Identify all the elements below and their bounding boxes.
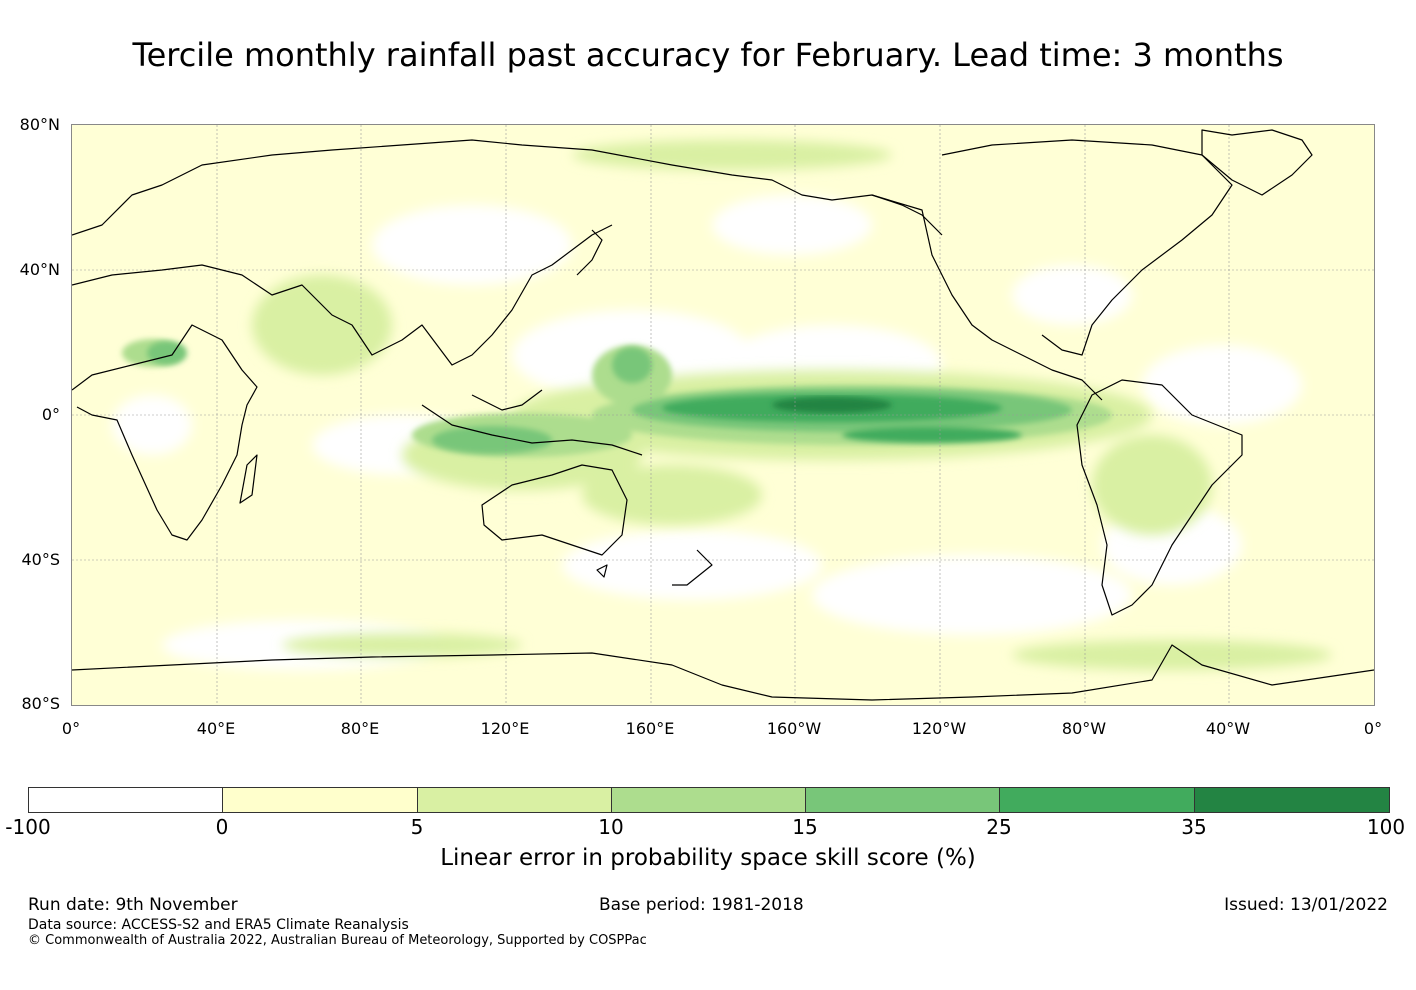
colorbar-segment-15-25 <box>806 788 1001 812</box>
skill-map-canvas <box>72 125 1374 705</box>
lon-label-0-right: 0° <box>1363 719 1383 738</box>
lat-label-40s: 40°S <box>21 550 60 569</box>
colorbar-tick: 15 <box>792 815 818 839</box>
graticule <box>72 125 1374 705</box>
colorbar-tick: -100 <box>5 815 51 839</box>
lon-label-120e: 120°E <box>480 719 530 738</box>
skill-35-100-areas <box>772 397 892 413</box>
lon-label-40e: 40°E <box>196 719 236 738</box>
lon-label-40w: 40°W <box>1205 719 1251 738</box>
colorbar-tick: 100 <box>1366 815 1406 839</box>
lon-label-80w: 80°W <box>1061 719 1107 738</box>
issued-date: Issued: 13/01/2022 <box>1224 895 1388 915</box>
lon-label-0-left: 0° <box>61 719 81 738</box>
lon-label-120w: 120°W <box>911 719 967 738</box>
base-period: Base period: 1981-2018 <box>599 895 804 915</box>
coastlines <box>72 129 1374 701</box>
copyright: © Commonwealth of Australia 2022, Austra… <box>28 933 647 948</box>
colorbar-segment-10-15 <box>611 788 807 812</box>
negative-skill-patches <box>112 195 1302 670</box>
colorbar-segment-25-35 <box>1000 788 1195 812</box>
colorbar <box>28 787 1390 813</box>
colorbar-label: Linear error in probability space skill … <box>440 845 976 871</box>
lat-label-80n: 80°N <box>19 115 60 134</box>
colorbar-tick: 10 <box>598 815 624 839</box>
colorbar-segment-35-100 <box>1194 788 1389 812</box>
lat-label-equator: 0° <box>41 405 60 424</box>
colorbar-segment-5-10 <box>417 788 612 812</box>
lon-label-160w: 160°W <box>766 719 822 738</box>
skill-map <box>71 124 1375 706</box>
colorbar-tick: 35 <box>1181 815 1207 839</box>
map-title: Tercile monthly rainfall past accuracy f… <box>132 36 1284 74</box>
lat-label-40n: 40°N <box>19 260 60 279</box>
lon-label-80e: 80°E <box>340 719 380 738</box>
colorbar-tick: 25 <box>986 815 1012 839</box>
colorbar-segment-0-5 <box>223 788 418 812</box>
lat-label-80s: 80°S <box>21 694 60 713</box>
colorbar-segment-neg100-0 <box>29 788 224 812</box>
colorbar-tick: 5 <box>410 815 424 839</box>
colorbar-tick: 0 <box>215 815 229 839</box>
lon-label-160e: 160°E <box>625 719 675 738</box>
run-date: Run date: 9th November <box>28 895 238 915</box>
data-source: Data source: ACCESS-S2 and ERA5 Climate … <box>28 917 409 933</box>
